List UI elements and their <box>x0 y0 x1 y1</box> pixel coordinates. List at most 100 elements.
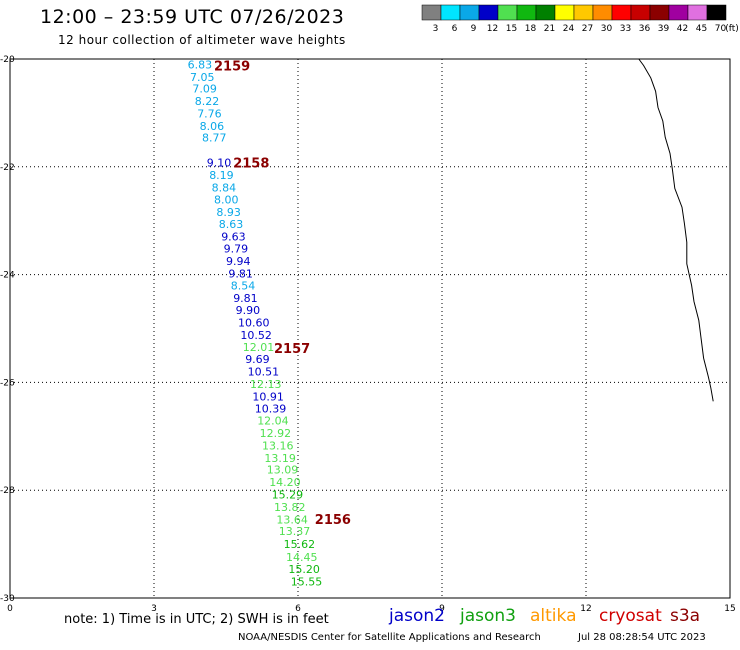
swh-value-label: 8.22 <box>195 95 220 108</box>
colorbar-swatch <box>440 4 461 21</box>
x-tick-label: 9 <box>439 604 445 614</box>
swh-value-label: 9.81 <box>233 292 258 305</box>
colorbar-label: 18 <box>525 24 537 34</box>
y-tick-label: -22 <box>0 163 15 173</box>
colorbar-label: 27 <box>582 24 593 34</box>
legend-jason3: jason3 <box>460 606 516 626</box>
swh-value-label: 15.29 <box>272 489 304 502</box>
y-tick-label: -28 <box>0 486 15 496</box>
swh-value-label: 9.90 <box>236 304 261 317</box>
colorbar-label: 36 <box>639 24 651 34</box>
swh-value-label: 10.39 <box>255 402 286 415</box>
time-annotation: 2159 <box>214 59 250 74</box>
x-tick-label: 15 <box>724 604 735 614</box>
colorbar-label: 24 <box>563 24 575 34</box>
y-tick-label: -30 <box>0 594 15 604</box>
coastline <box>638 58 714 402</box>
swh-value-label: 15.55 <box>291 575 323 588</box>
swh-value-label: 10.91 <box>252 390 284 403</box>
y-tick-label: -24 <box>0 271 15 281</box>
legend-cryosat: cryosat <box>599 606 662 626</box>
swh-value-label: 13.16 <box>262 439 294 452</box>
time-annotation: 2156 <box>315 513 351 528</box>
footer-note: note: 1) Time is in UTC; 2) SWH is in fe… <box>64 612 329 627</box>
colorbar-swatch <box>421 4 442 21</box>
colorbar-label: 70 <box>715 24 727 34</box>
colorbar-swatch <box>592 4 613 21</box>
legend-jason2: jason2 <box>389 606 445 626</box>
chart-subtitle: 12 hour collection of altimeter wave hei… <box>58 33 346 47</box>
chart-title: 12:00 – 23:59 UTC 07/26/2023 <box>40 6 345 28</box>
y-tick-label: -26 <box>0 378 15 388</box>
swh-value-label: 13.37 <box>279 525 311 538</box>
swh-value-label: 7.05 <box>190 71 215 84</box>
swh-value-label: 9.10 <box>207 156 232 169</box>
swh-value-label: 9.69 <box>245 353 270 366</box>
swh-value-label: 13.19 <box>264 452 296 465</box>
plot-frame <box>9 58 731 599</box>
swh-value-label: 8.77 <box>202 132 227 145</box>
time-annotation: 2157 <box>274 342 310 357</box>
colorbar-label: 21 <box>544 24 555 34</box>
x-tick-label: 3 <box>151 604 157 614</box>
footer-credit: NOAA/NESDIS Center for Satellite Applica… <box>238 632 541 643</box>
colorbar-swatch <box>497 4 518 21</box>
swh-value-label: 8.19 <box>209 169 234 182</box>
colorbar-swatch <box>706 4 727 21</box>
colorbar-label: 33 <box>620 24 631 34</box>
time-annotation: 2158 <box>233 156 269 171</box>
swh-value-label: 10.51 <box>248 366 280 379</box>
colorbar-swatch <box>687 4 708 21</box>
swh-value-label: 15.20 <box>288 563 320 576</box>
colorbar-swatch <box>573 4 594 21</box>
colorbar-label: 30 <box>601 24 613 34</box>
swh-value-label: 14.20 <box>269 476 301 489</box>
swh-value-label: 10.60 <box>238 317 270 330</box>
colorbar-label: 6 <box>452 24 458 34</box>
colorbar-swatch <box>630 4 651 21</box>
colorbar-label: 9 <box>471 24 477 34</box>
colorbar-label: 45 <box>696 24 707 34</box>
swh-value-label: 12.04 <box>257 415 289 428</box>
colorbar-swatch <box>668 4 689 21</box>
swh-value-label: 12.01 <box>243 341 274 354</box>
colorbar-swatch <box>459 4 480 21</box>
swh-value-label: 8.00 <box>214 194 239 207</box>
swh-value-label: 13.09 <box>267 464 299 477</box>
colorbar-swatch <box>478 4 499 21</box>
swh-value-label: 8.54 <box>231 279 256 292</box>
colorbar-label: 3 <box>433 24 439 34</box>
y-tick-label: -20 <box>0 55 15 65</box>
legend-s3a: s3a <box>670 606 701 626</box>
swh-value-label: 9.63 <box>221 230 246 243</box>
colorbar-swatch <box>516 4 537 21</box>
colorbar-label: 39 <box>658 24 670 34</box>
swh-value-label: 13.82 <box>274 501 306 514</box>
swh-value-label: 9.81 <box>228 268 253 281</box>
swh-value-label: 9.79 <box>224 243 249 256</box>
colorbar-label: 42 <box>677 24 688 34</box>
swh-value-label: 13.64 <box>276 513 308 526</box>
swh-value-label: 8.93 <box>216 206 241 219</box>
colorbar-swatch <box>554 4 575 21</box>
swh-value-label: 12.92 <box>260 427 292 440</box>
colorbar-unit: (ft) <box>725 24 739 34</box>
x-tick-label: 0 <box>7 604 13 614</box>
colorbar-swatch <box>611 4 632 21</box>
colorbar-swatch <box>535 4 556 21</box>
colorbar-label: 15 <box>506 24 517 34</box>
swh-value-label: 15.62 <box>284 538 316 551</box>
x-tick-label: 6 <box>295 604 301 614</box>
swh-value-label: 8.06 <box>200 120 225 133</box>
colorbar-swatch <box>649 4 670 21</box>
legend-altika: altika <box>530 606 577 626</box>
swh-value-label: 7.09 <box>192 83 217 96</box>
swh-value-label: 10.52 <box>240 329 272 342</box>
colorbar-label: 12 <box>487 24 498 34</box>
swh-value-label: 8.63 <box>219 218 244 231</box>
footer-timestamp: Jul 28 08:28:54 UTC 2023 <box>578 632 706 643</box>
swh-value-label: 12.13 <box>250 378 282 391</box>
swh-value-label: 6.83 <box>188 58 213 71</box>
